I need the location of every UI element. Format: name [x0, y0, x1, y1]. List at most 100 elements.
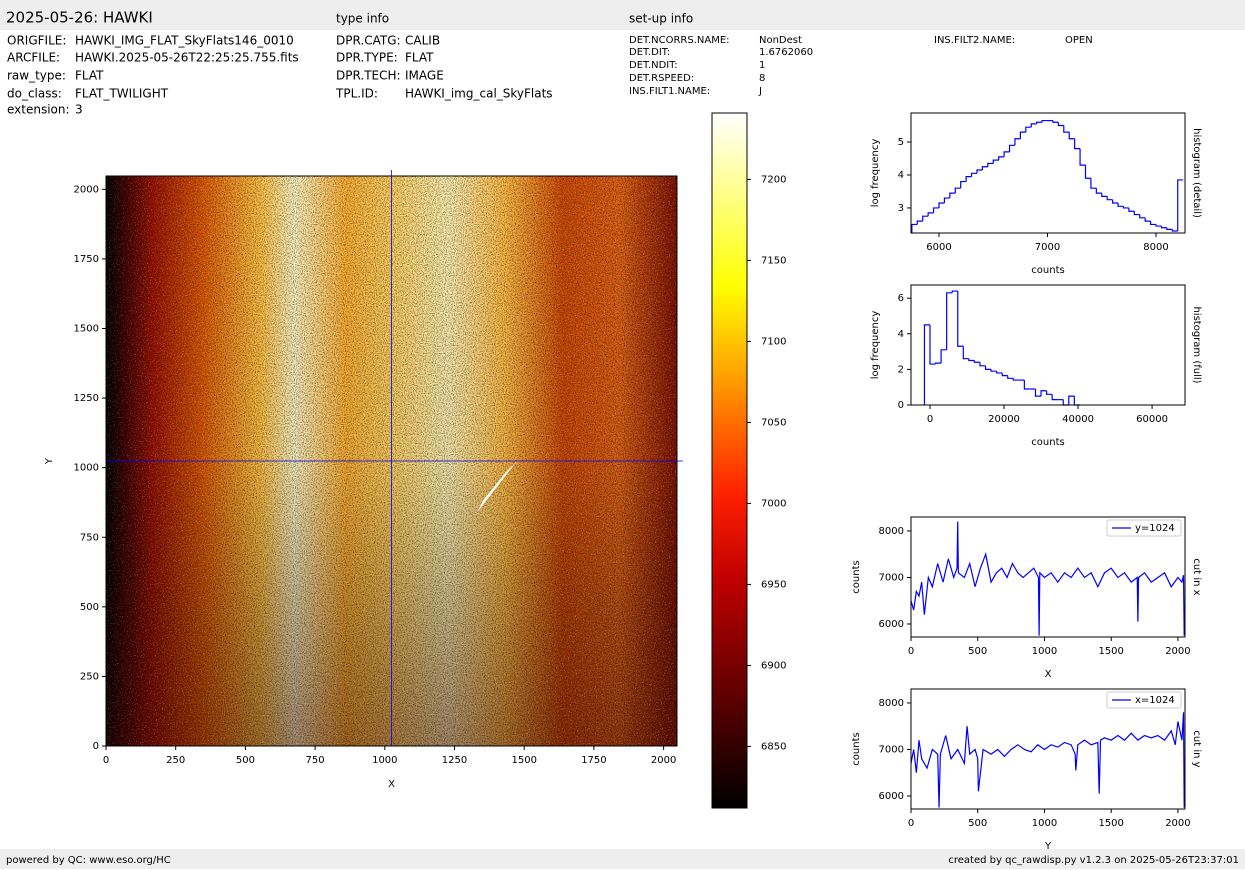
y-tick-label: 0	[93, 741, 99, 752]
histogram-step	[1023, 380, 1030, 390]
y-tick-label: 6000	[879, 619, 904, 630]
histogram-step	[1041, 119, 1048, 123]
y-tick-label: 7000	[879, 572, 904, 583]
histogram-step	[1030, 123, 1037, 128]
histogram-step	[987, 162, 994, 167]
info-value: HAWKI.2025-05-26T22:25:25.755.fits	[75, 51, 299, 65]
histogram-step	[1036, 121, 1043, 124]
histogram-step	[1001, 372, 1008, 377]
x-tick-label: 500	[236, 755, 255, 766]
histogram-step	[1025, 126, 1032, 133]
x-tick-label: 750	[306, 755, 325, 766]
info-key: ORIGFILE:	[7, 34, 66, 48]
histogram-step	[992, 159, 999, 164]
histogram-step	[946, 292, 953, 350]
footer-right: created by qc_rawdisp.py v1.2.3 on 2025-…	[948, 855, 1239, 866]
legend-box	[1106, 519, 1182, 537]
y-tick-label: 250	[80, 671, 99, 682]
histogram-step	[1007, 375, 1014, 379]
info-key: DPR.CATG:	[336, 34, 401, 48]
histogram-step	[949, 192, 956, 199]
histogram-step	[981, 166, 988, 171]
histogram-step	[1139, 214, 1146, 219]
y-tick-label: 4	[898, 329, 904, 340]
colorbar-tick-label: 7050	[761, 417, 786, 428]
histogram-step	[1008, 144, 1015, 152]
histogram-step	[1052, 120, 1059, 123]
image-artifact	[477, 461, 518, 513]
colorbar-tick-label: 7100	[761, 336, 786, 347]
info-value: FLAT	[405, 51, 434, 65]
legend-label: x=1024	[1135, 695, 1175, 706]
y-tick-label: 5	[898, 137, 904, 148]
info-key: INS.FILT1.NAME:	[629, 86, 710, 97]
histogram-step	[923, 324, 931, 405]
y-tick-label: 1750	[74, 254, 99, 265]
y-tick-label: 1500	[74, 324, 99, 335]
histogram-step	[927, 212, 934, 217]
info-value: FLAT_TWILIGHT	[75, 87, 169, 101]
histogram-step	[1062, 399, 1069, 406]
info-value: IMAGE	[405, 69, 444, 83]
x-axis-label: Y	[1044, 841, 1052, 852]
x-tick-label: 2000	[1165, 818, 1190, 829]
info-value: NonDest	[759, 35, 802, 46]
x-tick-label: 250	[166, 755, 185, 766]
side-label: cut in x	[1191, 558, 1202, 595]
x-tick-label: 7000	[1035, 242, 1060, 253]
side-label: cut in y	[1191, 730, 1202, 767]
info-key: DET.NDIT:	[629, 60, 678, 71]
x-tick-label: 60000	[1136, 414, 1168, 425]
info-key: TPL.ID:	[335, 87, 378, 101]
histogram-step	[911, 223, 918, 233]
histogram-step	[984, 365, 992, 370]
x-tick-label: 0	[103, 755, 109, 766]
colorbar-tick-label: 7000	[761, 498, 786, 509]
colorbar-tick-label: 6850	[761, 741, 786, 752]
histogram-step	[970, 172, 977, 177]
y-tick-label: 1000	[74, 463, 99, 474]
histogram-step	[943, 197, 950, 203]
histogram-step	[1034, 388, 1042, 397]
page-title: 2025-05-26: HAWKI	[6, 9, 153, 27]
setup-info-title: set-up info	[629, 12, 693, 26]
x-tick-label: 1000	[1032, 818, 1057, 829]
histogram-step	[916, 220, 923, 225]
plot-frame	[910, 284, 1186, 406]
histogram-step	[1068, 395, 1075, 405]
info-value: HAWKI_IMG_FLAT_SkyFlats146_0010	[75, 34, 294, 48]
x-tick-label: 1500	[511, 755, 536, 766]
footer-bar	[0, 849, 1245, 869]
info-key: ARCFILE:	[7, 51, 60, 65]
histogram-step	[1128, 207, 1135, 212]
x-tick-label: 20000	[988, 414, 1020, 425]
x-tick-label: 500	[968, 818, 987, 829]
info-value: 1	[759, 60, 765, 71]
histogram-step	[934, 362, 942, 365]
y-axis-label: counts	[851, 732, 862, 765]
colorbar-tick-label: 6950	[761, 579, 786, 590]
x-tick-label: 2000	[1165, 646, 1190, 657]
x-axis-label: counts	[1031, 265, 1064, 276]
y-tick-label: 500	[80, 602, 99, 613]
histogram-step	[976, 169, 983, 174]
x-tick-label: 8000	[1143, 242, 1168, 253]
x-tick-label: 40000	[1062, 414, 1094, 425]
header-bar	[0, 0, 1245, 30]
info-key: extension:	[7, 103, 70, 117]
info-value: 1.6762060	[759, 47, 813, 58]
info-value: HAWKI_img_cal_SkyFlats	[405, 87, 553, 101]
histogram-step	[1063, 125, 1070, 133]
x-tick-label: 1500	[1098, 818, 1123, 829]
x-axis-label: X	[1045, 669, 1052, 680]
histogram-step	[979, 362, 986, 367]
info-key: DPR.TYPE:	[336, 51, 398, 65]
histogram-step	[1057, 122, 1064, 127]
legend-label: y=1024	[1135, 523, 1175, 534]
histogram-step	[1155, 224, 1162, 227]
colorbar-tick-label: 7150	[761, 255, 786, 266]
histogram-step	[1106, 196, 1113, 201]
histogram-step	[1144, 217, 1151, 222]
histogram-step	[962, 346, 969, 360]
histogram-step	[990, 369, 997, 372]
